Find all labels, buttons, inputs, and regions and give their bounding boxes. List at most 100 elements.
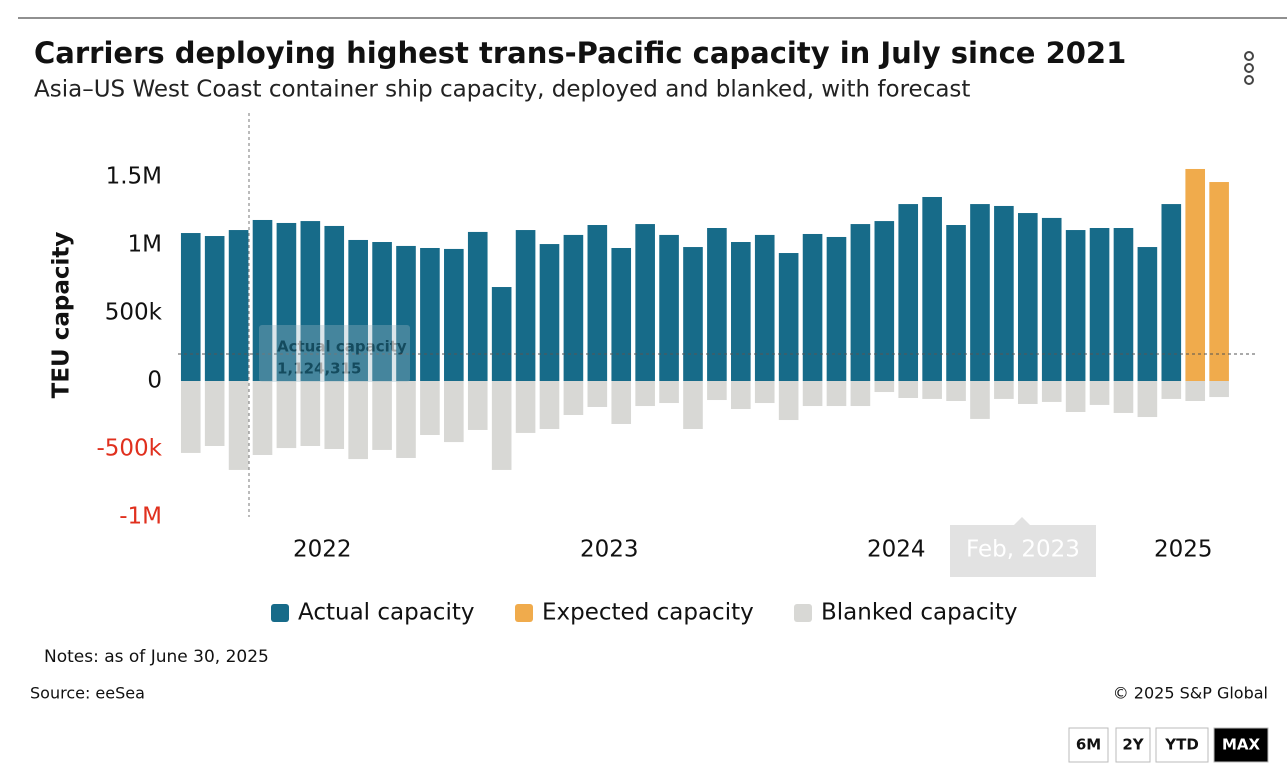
bar xyxy=(754,381,775,404)
bar xyxy=(1041,217,1062,381)
bar xyxy=(324,381,345,449)
bar xyxy=(898,204,919,381)
bar xyxy=(1065,381,1086,413)
bar xyxy=(1137,381,1158,418)
range-button[interactable] xyxy=(1155,727,1209,763)
legend-label: Actual capacity xyxy=(298,600,474,626)
bar xyxy=(491,287,512,381)
bar xyxy=(659,234,679,381)
legend-label: Blanked capacity xyxy=(821,600,1018,626)
chart-subtitle: Asia–US West Coast container ship capaci… xyxy=(34,77,970,103)
bar xyxy=(1113,381,1134,413)
bar xyxy=(228,381,249,470)
bar xyxy=(778,253,799,381)
range-button-label[interactable]: YTD xyxy=(1164,736,1199,754)
bar xyxy=(731,242,751,381)
bar xyxy=(515,381,536,433)
bar xyxy=(635,224,655,381)
bar xyxy=(946,225,966,381)
date-tooltip-box xyxy=(950,525,1096,577)
bar xyxy=(1209,381,1229,398)
bar xyxy=(324,225,345,381)
bar xyxy=(659,381,679,404)
bar xyxy=(563,381,584,415)
chart-title: Carriers deploying highest trans-Pacific… xyxy=(34,36,1126,70)
range-button-label[interactable]: 2Y xyxy=(1122,736,1144,754)
bar xyxy=(1017,381,1038,404)
bar xyxy=(1017,213,1038,381)
bar xyxy=(731,381,751,410)
bar xyxy=(491,381,512,470)
bar xyxy=(1041,381,1062,402)
bar xyxy=(707,228,727,381)
y-tick-label: 1.5M xyxy=(106,164,162,190)
bar xyxy=(444,381,464,443)
tooltip-series: Actual capacity xyxy=(277,338,407,356)
bar xyxy=(539,381,560,430)
bar xyxy=(396,245,416,381)
bar xyxy=(946,381,966,401)
y-tick-label: -500k xyxy=(96,436,162,462)
bar xyxy=(252,381,273,455)
bar xyxy=(826,381,847,407)
bar xyxy=(348,239,368,381)
bar xyxy=(300,221,321,381)
bar xyxy=(420,247,440,381)
bar xyxy=(1089,381,1110,405)
bar xyxy=(898,381,919,398)
bar xyxy=(1113,228,1134,381)
x-tick-label: 2023 xyxy=(580,537,639,563)
range-button[interactable] xyxy=(1115,727,1151,763)
y-tick-label: 1M xyxy=(128,232,162,258)
bar xyxy=(1065,230,1086,381)
x-tick-label: 2024 xyxy=(867,537,926,563)
notes: Notes: as of June 30, 2025 xyxy=(44,647,269,667)
tooltip-box xyxy=(259,325,410,382)
bar xyxy=(587,225,608,381)
bar xyxy=(515,230,536,381)
bar xyxy=(539,244,560,381)
bar xyxy=(802,381,823,407)
bar xyxy=(180,381,201,453)
menu-icon[interactable] xyxy=(1244,51,1254,85)
range-button[interactable] xyxy=(1068,727,1109,763)
bar xyxy=(563,234,584,381)
bar xyxy=(778,381,799,421)
range-button[interactable] xyxy=(1213,727,1269,763)
bar xyxy=(1209,182,1229,381)
bar xyxy=(802,233,823,381)
bar xyxy=(228,230,249,381)
range-button-label[interactable]: 6M xyxy=(1076,736,1101,754)
range-button-label[interactable]: MAX xyxy=(1222,736,1261,754)
date-tooltip-text: Feb, 2023 xyxy=(966,537,1080,563)
bar xyxy=(1185,168,1206,381)
legend-swatch xyxy=(794,604,812,622)
bar xyxy=(587,381,608,407)
date-tooltip: Feb, 2023 xyxy=(950,517,1096,577)
bar xyxy=(1161,381,1182,399)
bar xyxy=(276,381,297,449)
bar xyxy=(1185,381,1206,401)
bar xyxy=(683,247,703,381)
bar xyxy=(372,381,392,450)
source: Source: eeSea xyxy=(30,684,145,703)
bar xyxy=(300,381,321,447)
bar xyxy=(611,247,632,381)
bar xyxy=(970,381,990,419)
bar xyxy=(874,381,895,393)
bar xyxy=(1161,204,1182,381)
legend-swatch xyxy=(515,604,533,622)
x-tick-label: 2025 xyxy=(1154,537,1213,563)
bar xyxy=(611,381,632,424)
legend-label: Expected capacity xyxy=(542,600,754,626)
bar xyxy=(874,221,895,381)
bar xyxy=(970,204,990,381)
tooltip: Actual capacity 1,124,315 xyxy=(259,325,410,382)
bar xyxy=(372,242,392,381)
bar xyxy=(444,248,464,381)
bar xyxy=(204,236,225,381)
tooltip-value: 1,124,315 xyxy=(277,360,361,378)
y-axis-title: TEU capacity xyxy=(49,232,75,399)
bar xyxy=(922,381,942,399)
bar xyxy=(396,381,416,458)
